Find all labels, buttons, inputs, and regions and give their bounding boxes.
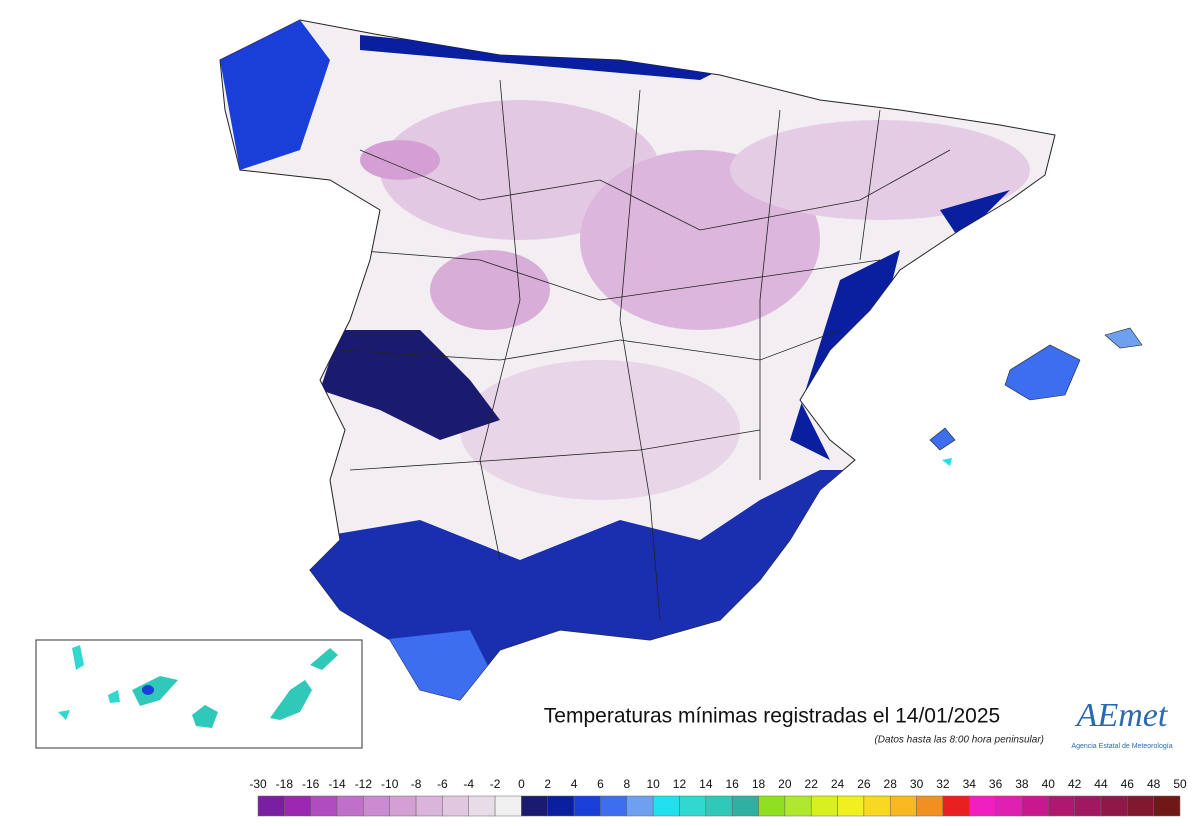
legend: -30 -18 -16 -14 -12 -10 -8 -6 -4 -2 0 2 4 6 8 10 12 14 16 1… [249,777,1187,817]
legend-swatch [969,795,996,817]
legend-tick-label: -12 [355,777,373,791]
legend-swatch [1074,795,1102,817]
legend-tick-label: -30 [249,777,267,791]
legend-tick-label: 6 [597,777,604,791]
legend-tick-label: 48 [1147,777,1161,791]
legend-swatch [810,795,838,817]
legend-swatch [1127,795,1154,817]
legend-tick-label: 38 [1015,777,1029,791]
legend-tick-label: 46 [1121,777,1135,791]
legend-tick-label: -10 [381,777,399,791]
logo-name: AEmet [1075,697,1169,734]
legend-tick-label: 18 [752,777,766,791]
legend-tick-label: 32 [936,777,950,791]
balearic-islands [929,327,1143,466]
legend-tick-label: 4 [571,777,578,791]
legend-tick-label: 0 [518,777,525,791]
legend-tick-label: 22 [805,777,819,791]
legend-tick-label: 2 [544,777,551,791]
legend-swatch [652,795,680,817]
legend-tick-label: 40 [1042,777,1056,791]
legend-swatch [442,795,469,817]
legend-tick-label: 28 [884,777,898,791]
legend-swatch [363,795,390,817]
canary-inset [35,639,363,749]
legend-tick-label: 30 [910,777,924,791]
legend-tick-label: 24 [831,777,845,791]
legend-tick-label: -8 [411,777,422,791]
legend-swatch [257,795,285,817]
legend-tick-label: 34 [963,777,977,791]
legend-tick-label: 14 [699,777,713,791]
legend-swatch [389,795,417,817]
legend-tick-label: -18 [276,777,294,791]
legend-tick-label: 16 [725,777,739,791]
legend-swatch [1048,795,1075,817]
map-subtitle: (Datos hasta las 8:00 hora peninsular) [874,735,1044,746]
legend-tick-label: -16 [302,777,320,791]
logo-caption: Agencia Estatal de Meteorología [1071,743,1172,750]
legend-swatch [310,795,338,817]
legend-tick-label: 42 [1068,777,1082,791]
legend-swatch [1153,795,1181,817]
legend-tick-label: 36 [989,777,1003,791]
legend-swatch [284,795,311,817]
legend-swatch [547,795,575,817]
peninsula [219,19,1056,701]
legend-swatch [600,795,628,817]
legend-swatch [731,795,759,817]
legend-swatch [468,795,496,817]
legend-swatch [889,795,917,817]
legend-swatch [916,795,944,817]
legend-tick-label: 8 [623,777,630,791]
legend-tick-label: -4 [463,777,474,791]
legend-swatch [942,795,970,817]
legend-tick-label: 44 [1094,777,1108,791]
legend-swatch [1100,795,1128,817]
map-title: Temperaturas mínimas registradas el 14/0… [544,705,1000,728]
legend-swatch [758,795,786,817]
legend-swatch [336,795,364,817]
legend-tick-label: 20 [778,777,792,791]
legend-tick-label: -6 [437,777,448,791]
legend-swatch [521,795,549,817]
legend-tick-label: 10 [646,777,660,791]
legend-tick-label: -2 [490,777,501,791]
legend-swatch [995,795,1023,817]
legend-tick-label: -14 [328,777,346,791]
legend-swatch [1021,795,1049,817]
legend-swatch [494,795,522,817]
legend-swatch [679,795,707,817]
legend-swatch [863,795,891,817]
legend-tick-label: 12 [673,777,687,791]
legend-tick-label: 26 [857,777,871,791]
legend-swatch [415,795,443,817]
legend-swatch [705,795,733,817]
legend-swatch [573,795,601,817]
legend-tick-label: 50 [1173,777,1187,791]
legend-swatch [784,795,812,817]
legend-swatch [837,795,865,817]
legend-swatch [626,795,654,817]
